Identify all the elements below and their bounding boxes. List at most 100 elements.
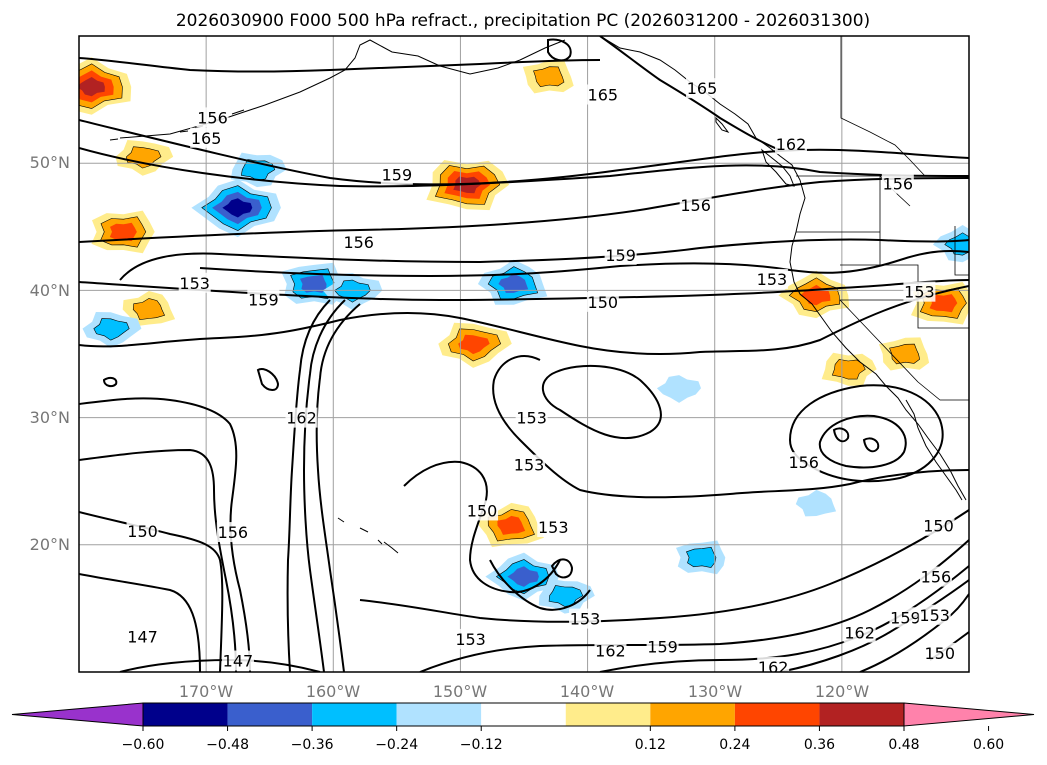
contour-label-bg	[513, 454, 546, 475]
contour-label: 162	[595, 641, 626, 660]
contour-label-bg	[126, 520, 159, 541]
coastline-alaska	[119, 39, 566, 139]
lon-label-120w: 120°W	[815, 682, 870, 701]
contour-label-bg	[190, 127, 223, 148]
precip-patch	[522, 60, 574, 94]
contour-label: 159	[248, 290, 279, 309]
precip-patch	[932, 225, 969, 263]
contour-label: 162	[286, 409, 317, 428]
precip-patch	[676, 540, 726, 575]
contour-line	[79, 177, 969, 243]
contour-label: 153	[514, 456, 545, 475]
precip-level-fill	[222, 198, 253, 218]
contour-line	[489, 559, 591, 611]
colorbar-segment	[734, 703, 820, 726]
contour-line	[818, 414, 907, 469]
contour-line	[199, 249, 969, 278]
colorbar-tick-label: 0.48	[888, 737, 919, 753]
colorbar-segment	[312, 703, 397, 726]
lon-label-150w: 150°W	[433, 682, 488, 701]
contour-label: 153	[538, 518, 569, 537]
precip-level-fill	[79, 77, 105, 97]
precip-patch	[656, 375, 701, 403]
contour-label: 156	[680, 196, 711, 215]
contour-label: 162	[844, 624, 875, 643]
latitude-labels: 20°N 30°N 40°N 50°N	[30, 153, 70, 554]
contour-label-bg	[178, 272, 211, 293]
contour-label: 153	[919, 606, 950, 625]
precip-patch	[795, 489, 837, 517]
precip-level-fill	[498, 273, 529, 293]
longitude-labels: 170°W 160°W 150°W 140°W 130°W 120°W	[179, 682, 870, 701]
precip-patch	[91, 210, 155, 254]
colorbar: −0.60 −0.48 −0.36 −0.24 −0.12 0.12 0.24 0.36 0.4…	[11, 702, 1035, 753]
coastline-baja	[905, 399, 963, 501]
precip-level-fill	[889, 343, 921, 365]
contour-line	[315, 303, 361, 672]
contour-label: 165	[191, 129, 222, 148]
lat-label-20n: 20°N	[30, 535, 70, 554]
contour-label-bg	[569, 608, 602, 629]
colorbar-segment	[819, 703, 904, 726]
contour-label-bg	[679, 195, 712, 216]
contour-line	[862, 437, 880, 453]
precip-patch	[122, 291, 176, 327]
contour-line	[286, 299, 331, 672]
contour-line	[359, 509, 969, 623]
precip-patch	[438, 322, 512, 368]
contour-label-bg	[221, 650, 254, 671]
precip-level-fill	[685, 546, 717, 568]
contour-line	[79, 57, 601, 73]
contour-label: 147	[127, 627, 158, 646]
contour-label: 153	[455, 630, 486, 649]
colorbar-extend-low	[11, 702, 144, 727]
contour-label-bg	[755, 268, 788, 289]
contour-label-bg	[342, 232, 375, 253]
contour-label: 150	[467, 501, 498, 520]
contour-line	[79, 397, 251, 672]
colorbar-tick-label: −0.48	[206, 737, 249, 753]
contour-label-bg	[537, 516, 570, 537]
contour-label-bg	[515, 407, 548, 428]
colorbar-segment	[227, 703, 313, 726]
precip-patch	[485, 552, 559, 601]
contour-line	[119, 238, 969, 281]
precip-patch	[426, 160, 510, 211]
contour-label: 153	[179, 274, 210, 293]
contour-label: 153	[757, 270, 788, 289]
precipitation-shading	[79, 57, 969, 614]
precip-level-fill	[300, 274, 327, 293]
contour-label: 159	[890, 608, 921, 627]
precip-level-fill	[929, 294, 958, 313]
contour-label: 153	[570, 610, 601, 629]
contour-label: 156	[788, 453, 819, 472]
precip-level-fill	[831, 358, 866, 380]
contour-label: 150	[127, 522, 158, 541]
contour-label-bg	[380, 164, 413, 185]
contour-label: 159	[647, 638, 678, 657]
precip-level-fill	[458, 334, 490, 355]
colorbar-tick-label: 0.36	[804, 737, 835, 753]
contour-line	[492, 355, 969, 499]
contour-label: 153	[904, 283, 935, 302]
contour-label: 153	[516, 409, 547, 428]
contour-line	[79, 511, 224, 672]
contour-label-bg	[843, 622, 876, 643]
contour-line	[79, 448, 237, 672]
colorbar-segment	[650, 703, 735, 726]
contour-label: 156	[883, 175, 914, 194]
contour-label-bg	[923, 642, 956, 663]
map-frame	[78, 35, 970, 673]
precip-patch	[79, 57, 132, 115]
contour-label-bg	[919, 566, 952, 587]
islands-haida	[715, 116, 730, 133]
colorbar-tick-label: 0.60	[973, 737, 1004, 753]
precip-level-fill	[93, 318, 130, 341]
contour-line	[779, 579, 969, 672]
colorbar-tick-label: −0.12	[460, 737, 503, 753]
precip-level-fill	[533, 66, 565, 88]
contour-label-bg	[466, 500, 499, 521]
contour-label-bg	[604, 244, 637, 265]
